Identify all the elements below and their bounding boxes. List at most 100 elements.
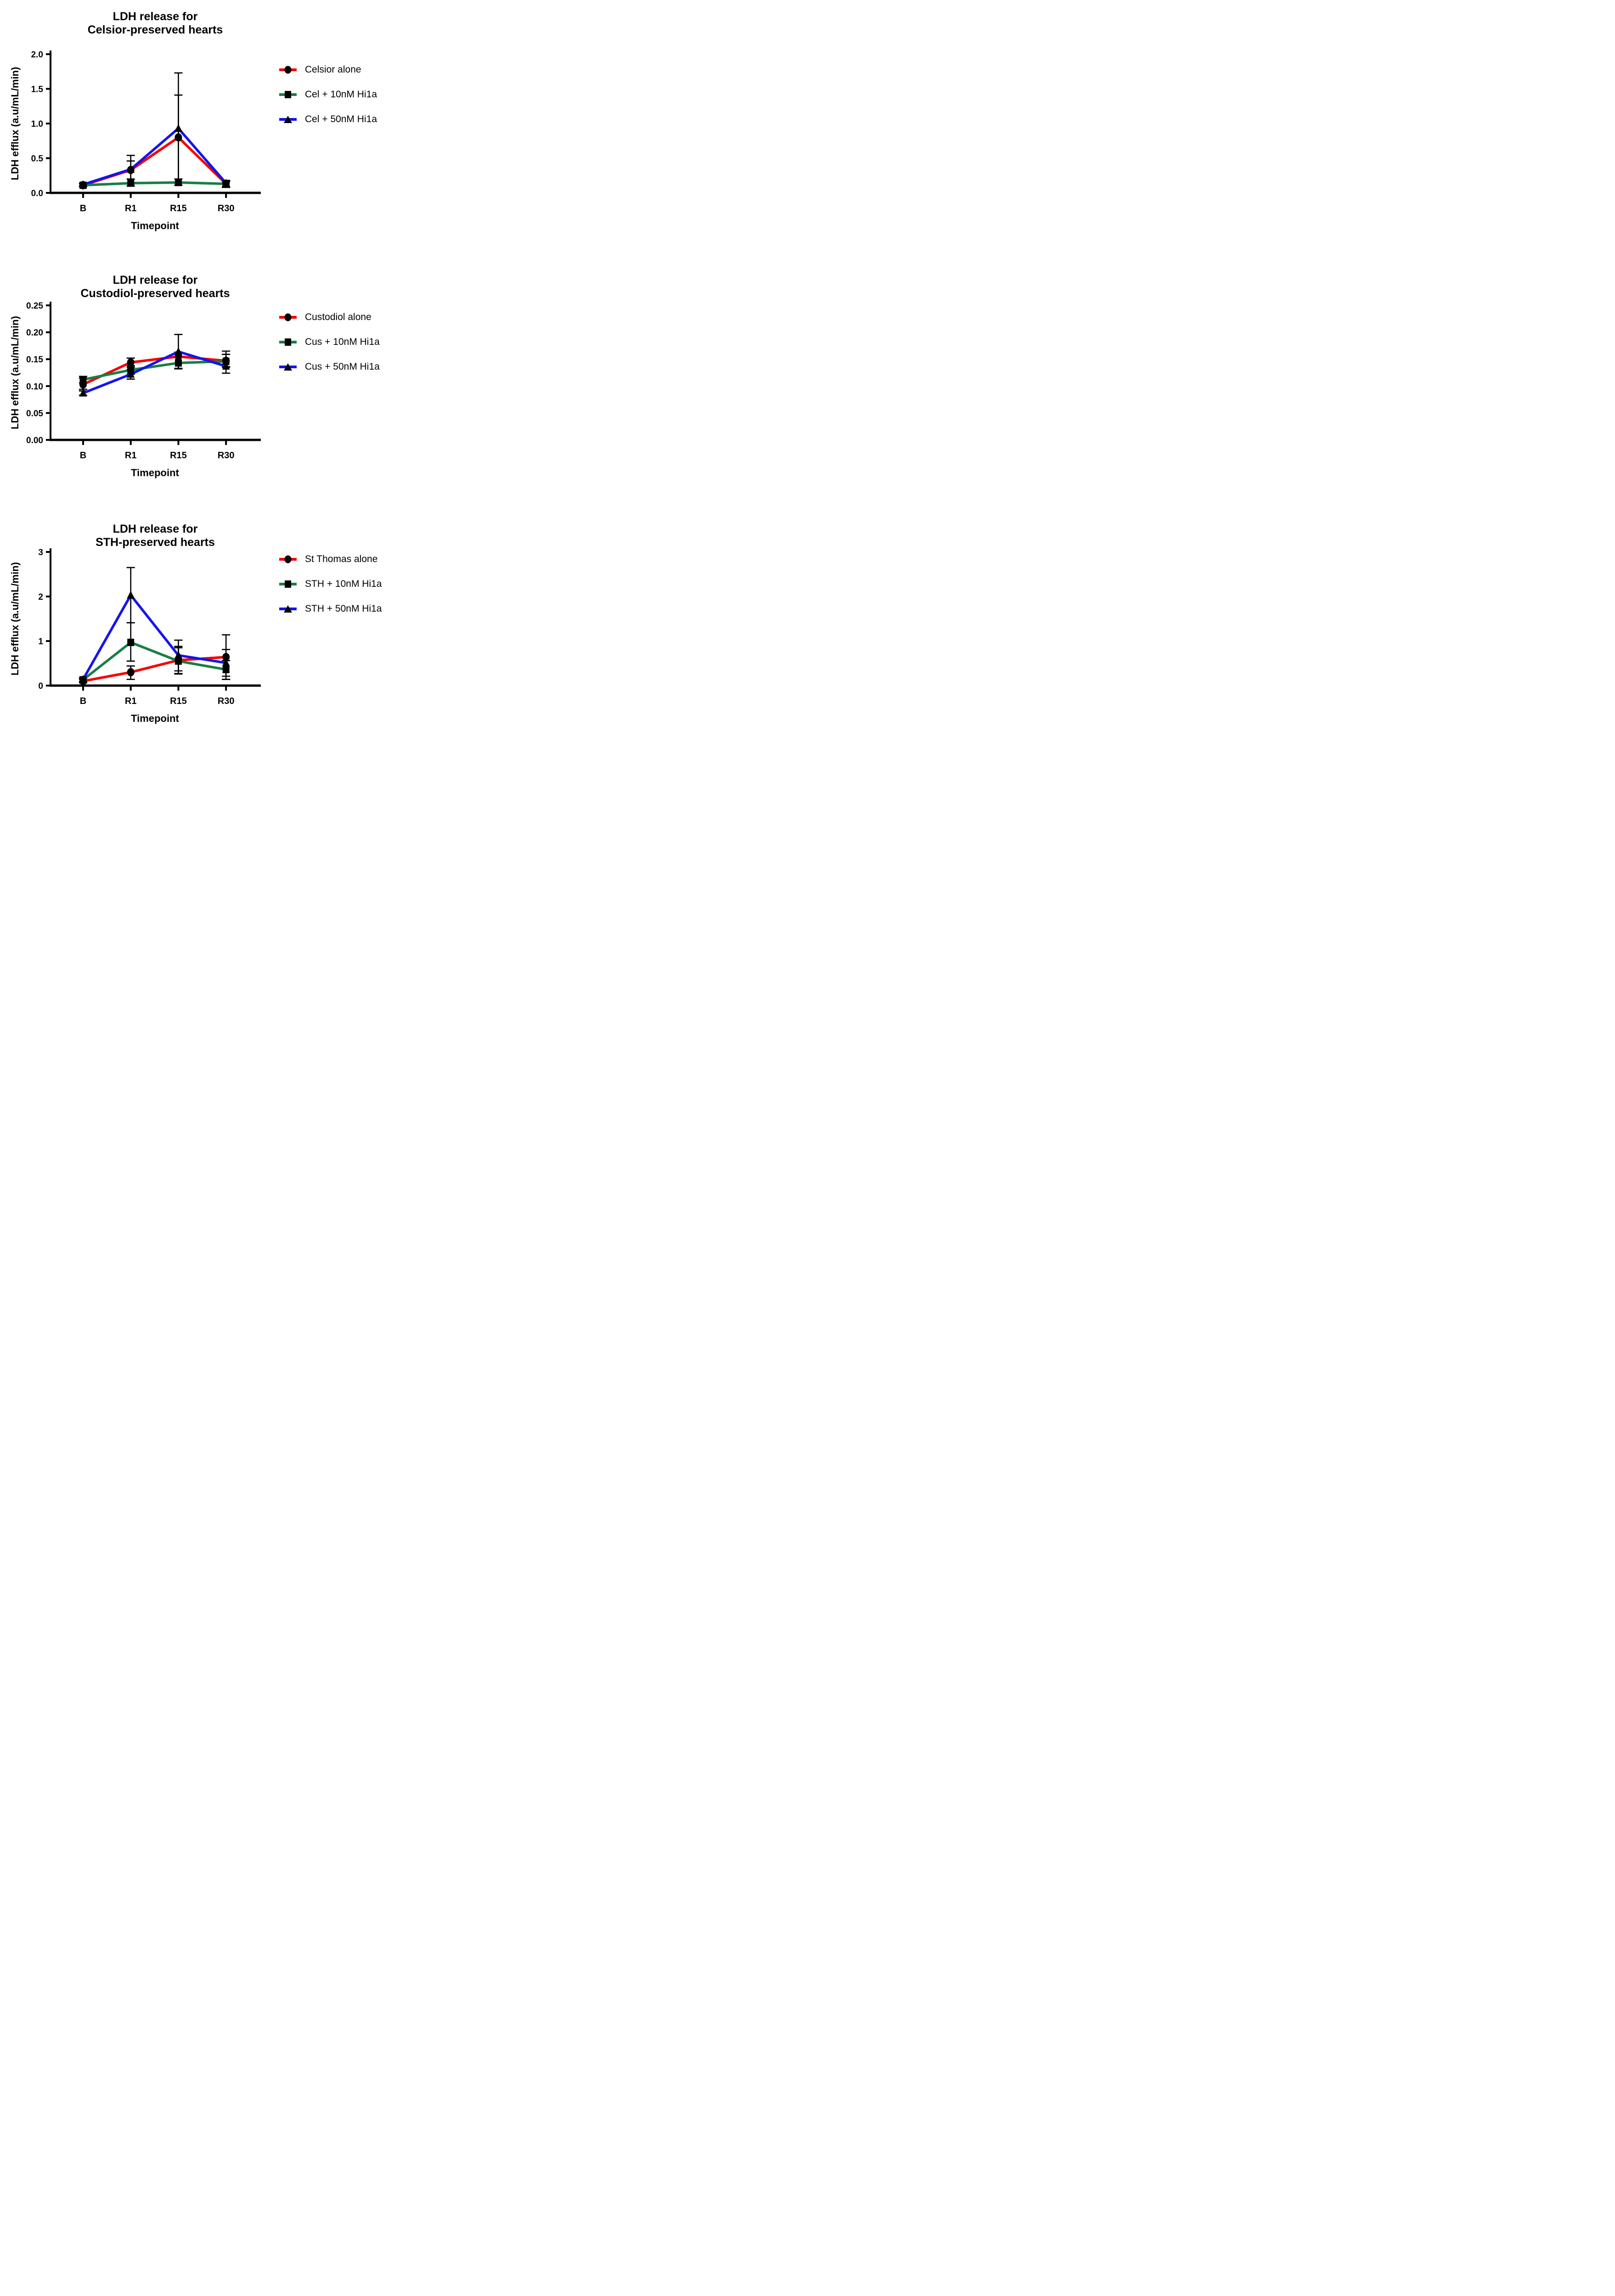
- celsior-plot: 0.0 0.5 1.0 1.5 2.0 B R1 R15 R30 LDH efflux (a.u/…: [9, 50, 261, 231]
- y-tick-label: 0: [38, 681, 43, 691]
- legend-item: STH + 10nM Hi1a: [279, 579, 382, 590]
- chart-title-line2: STH-preserved hearts: [96, 536, 215, 549]
- x-axis-ticks: B R1 R15 R30: [80, 440, 235, 461]
- chart-title-line1: LDH release for: [113, 274, 198, 287]
- series-line: [82, 181, 227, 187]
- y-tick-label: 0.05: [26, 409, 43, 418]
- x-tick-label: R15: [170, 203, 187, 214]
- y-tick-label: 0.0: [31, 189, 43, 198]
- legend-item: Celsior alone: [279, 64, 361, 75]
- square-marker-icon: [285, 91, 291, 98]
- legend-label: Cus + 10nM Hi1a: [305, 337, 380, 347]
- triangle-marker-icon: [284, 363, 292, 371]
- y-axis-ticks: 0.00 0.05 0.10 0.15 0.20 0.25: [26, 301, 51, 445]
- chart-title-line1: LDH release for: [113, 523, 198, 535]
- series-line: [82, 350, 227, 394]
- square-marker-icon: [285, 338, 291, 346]
- series-line: [82, 641, 227, 681]
- x-tick-label: R15: [170, 450, 187, 461]
- legend-label: STH + 50nM Hi1a: [305, 603, 382, 614]
- error-bars: [79, 351, 231, 390]
- legend-item: St Thomas alone: [279, 554, 377, 565]
- chart-title-line1: LDH release for: [113, 10, 198, 23]
- x-tick-label: R1: [125, 696, 137, 706]
- legend-line-swatch: [279, 363, 297, 371]
- chart-title-line2: Custodiol-preserved hearts: [80, 287, 230, 300]
- error-bars: [79, 94, 231, 188]
- legend-label: St Thomas alone: [305, 554, 378, 564]
- x-axis-title: Timepoint: [131, 220, 179, 231]
- y-axis-ticks: 0 1 2 3: [38, 548, 51, 691]
- y-tick-label: 1.5: [31, 85, 44, 95]
- legend-line-swatch: [279, 313, 297, 321]
- x-axis-title: Timepoint: [131, 713, 179, 724]
- axes: [50, 51, 261, 194]
- legend-line-swatch: [279, 91, 297, 98]
- circle-marker-icon: [284, 66, 292, 74]
- x-tick-label: B: [80, 696, 86, 706]
- y-tick-label: 2: [38, 592, 43, 602]
- legend-label: STH + 10nM Hi1a: [305, 579, 382, 589]
- x-tick-label: R1: [125, 450, 137, 461]
- x-tick-label: R1: [125, 203, 137, 214]
- custodiol-plot: 0.00 0.05 0.10 0.15 0.20 0.25 B R1 R15 R30 LDH eff…: [9, 301, 261, 478]
- axes: [50, 302, 261, 441]
- legend-label: Cel + 50nM Hi1a: [305, 114, 377, 124]
- y-tick-label: 1.0: [31, 119, 43, 129]
- sth-plot: 0 1 2 3 B R1 R15 R30 LDH efflux (a.u/mL/min) Time…: [9, 548, 261, 724]
- series-line: [82, 594, 227, 681]
- chart-celsior: LDH release for Celsior-preserved hearts…: [0, 0, 404, 257]
- y-tick-label: 0.5: [31, 154, 44, 164]
- series-line: [82, 360, 227, 381]
- legend-line-swatch: [279, 580, 297, 588]
- series-markers: [79, 347, 230, 397]
- triangle-marker-icon: [284, 605, 292, 613]
- series-line: [82, 127, 227, 186]
- legend-item: STH + 50nM Hi1a: [279, 603, 382, 614]
- legend-line-swatch: [279, 605, 297, 613]
- x-tick-label: R15: [170, 696, 187, 706]
- circle-marker-icon: [284, 313, 292, 321]
- y-tick-label: 2.0: [31, 50, 43, 60]
- y-axis-title: LDH efflux (a.u/mL/min): [9, 562, 21, 675]
- x-axis-ticks: B R1 R15 R30: [80, 686, 235, 706]
- x-tick-label: B: [80, 450, 86, 461]
- legend-item: Cus + 10nM Hi1a: [279, 337, 380, 348]
- chart-title: LDH release for STH-preserved hearts: [0, 523, 310, 549]
- x-tick-label: B: [80, 203, 86, 214]
- y-tick-label: 0.10: [26, 382, 43, 392]
- legend-label: Custodiol alone: [305, 312, 371, 322]
- legend-item: Custodiol alone: [279, 312, 371, 323]
- y-axis-ticks: 0.0 0.5 1.0 1.5 2.0: [31, 50, 51, 198]
- legend-label: Cel + 10nM Hi1a: [305, 89, 377, 100]
- y-axis-title: LDH efflux (a.u/mL/min): [9, 67, 21, 180]
- chart-title-line2: Celsior-preserved hearts: [87, 23, 223, 36]
- chart-sth: LDH release for STH-preserved hearts 0 1 2…: [0, 519, 404, 747]
- error-bars: [79, 72, 231, 187]
- series-markers: [79, 591, 230, 683]
- triangle-marker-icon: [284, 116, 292, 123]
- x-tick-label: R30: [218, 203, 235, 214]
- legend-label: Cus + 50nM Hi1a: [305, 361, 380, 372]
- y-tick-label: 1: [38, 637, 43, 647]
- x-axis-ticks: B R1 R15 R30: [80, 193, 235, 214]
- y-tick-label: 0.00: [26, 436, 43, 445]
- circle-marker-icon: [284, 555, 292, 563]
- legend-line-swatch: [279, 338, 297, 346]
- chart-title: LDH release for Celsior-preserved hearts: [0, 10, 310, 37]
- x-tick-label: R30: [218, 696, 235, 706]
- legend-line-swatch: [279, 555, 297, 563]
- chart-custodiol: LDH release for Custodiol-preserved hear…: [0, 271, 404, 519]
- x-axis-title: Timepoint: [131, 467, 179, 478]
- figure-canvas: { "colors": { "red": "#f40000", "green":…: [0, 0, 404, 747]
- legend-line-swatch: [279, 116, 297, 123]
- legend-line-swatch: [279, 66, 297, 74]
- series-markers: [79, 124, 230, 188]
- legend-item: Cel + 50nM Hi1a: [279, 114, 377, 125]
- x-tick-label: R30: [218, 450, 235, 461]
- square-marker-icon: [285, 580, 291, 588]
- legend-item: Cel + 10nM Hi1a: [279, 89, 377, 100]
- legend-label: Celsior alone: [305, 64, 361, 75]
- chart-title: LDH release for Custodiol-preserved hear…: [0, 274, 310, 300]
- y-axis-title: LDH efflux (a.u/mL/min): [9, 316, 21, 429]
